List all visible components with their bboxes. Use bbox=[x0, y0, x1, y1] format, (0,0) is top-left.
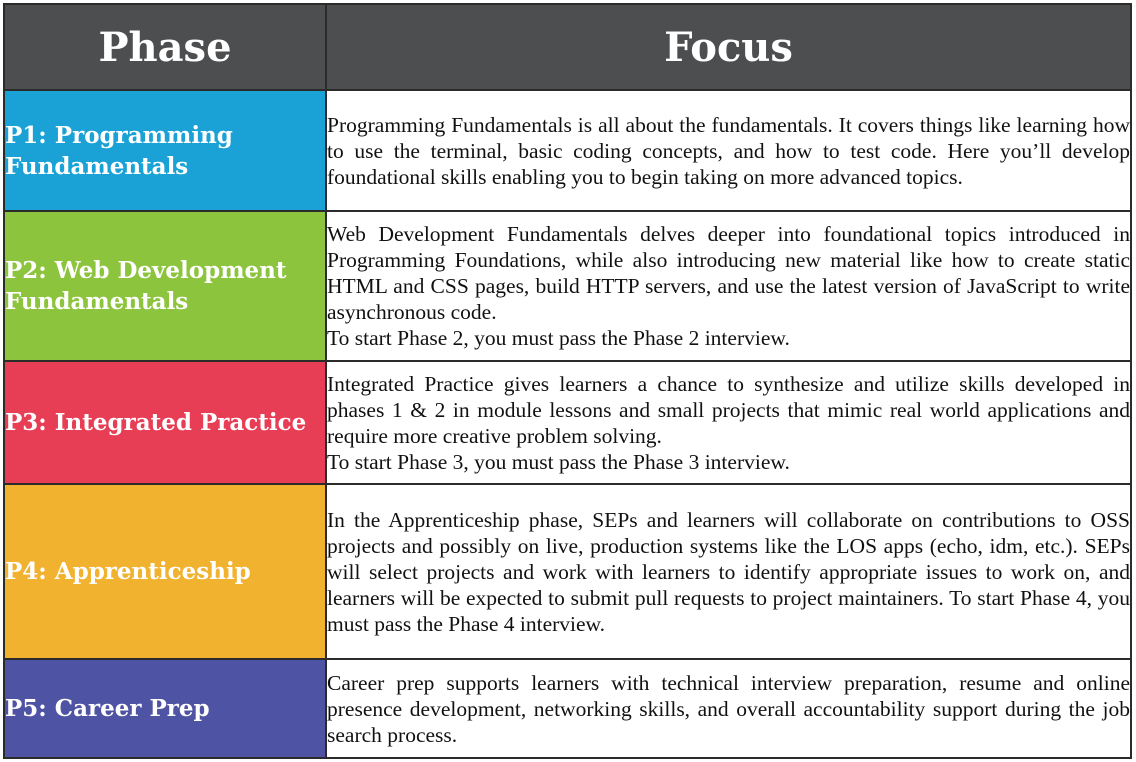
focus-text: In the Apprenticeship phase, SEPs and le… bbox=[327, 507, 1130, 636]
table-row: P3: Integrated Practice Integrated Pract… bbox=[3, 360, 1132, 485]
focus-cell-p2: Web Development Fundamentals delves deep… bbox=[325, 210, 1132, 362]
phase-label: P3: Integrated Practice bbox=[5, 409, 307, 436]
phase-label: P1: Programming Fundamentals bbox=[5, 121, 233, 180]
phase-column-header: Phase bbox=[3, 3, 327, 91]
focus-text: Career prep supports learners with techn… bbox=[327, 670, 1130, 747]
focus-requirement: To start Phase 2, you must pass the Phas… bbox=[327, 326, 790, 350]
phase-cell-p4: P4: Apprenticeship bbox=[3, 483, 327, 660]
table-row: P5: Career Prep Career prep supports lea… bbox=[3, 658, 1132, 759]
table-header-row: Phase Focus bbox=[3, 3, 1132, 91]
table-row: P1: Programming Fundamentals Programming… bbox=[3, 89, 1132, 212]
focus-requirement: To start Phase 3, you must pass the Phas… bbox=[327, 449, 790, 474]
focus-cell-p1: Programming Fundamentals is all about th… bbox=[325, 89, 1132, 212]
phase-label: P4: Apprenticeship bbox=[5, 558, 251, 585]
phase-cell-p1: P1: Programming Fundamentals bbox=[3, 89, 327, 212]
focus-column-header: Focus bbox=[325, 3, 1132, 91]
focus-cell-p3: Integrated Practice gives learners a cha… bbox=[325, 360, 1132, 485]
phase-cell-p2: P2: Web Development Fundamentals bbox=[3, 210, 327, 362]
focus-text: Integrated Practice gives learners a cha… bbox=[327, 371, 1130, 448]
table-row: P4: Apprenticeship In the Apprenticeship… bbox=[3, 483, 1132, 660]
focus-cell-p5: Career prep supports learners with techn… bbox=[325, 658, 1132, 759]
phase-label: P5: Career Prep bbox=[5, 695, 210, 722]
phases-table: Phase Focus P1: Programming Fundamentals… bbox=[3, 3, 1132, 759]
phase-cell-p3: P3: Integrated Practice bbox=[3, 360, 327, 485]
focus-text: Web Development Fundamentals delves deep… bbox=[327, 222, 1130, 324]
focus-cell-p4: In the Apprenticeship phase, SEPs and le… bbox=[325, 483, 1132, 660]
focus-text: Programming Fundamentals is all about th… bbox=[327, 112, 1130, 189]
table-row: P2: Web Development Fundamentals Web Dev… bbox=[3, 210, 1132, 362]
phase-label: P2: Web Development Fundamentals bbox=[5, 257, 287, 315]
phase-cell-p5: P5: Career Prep bbox=[3, 658, 327, 759]
